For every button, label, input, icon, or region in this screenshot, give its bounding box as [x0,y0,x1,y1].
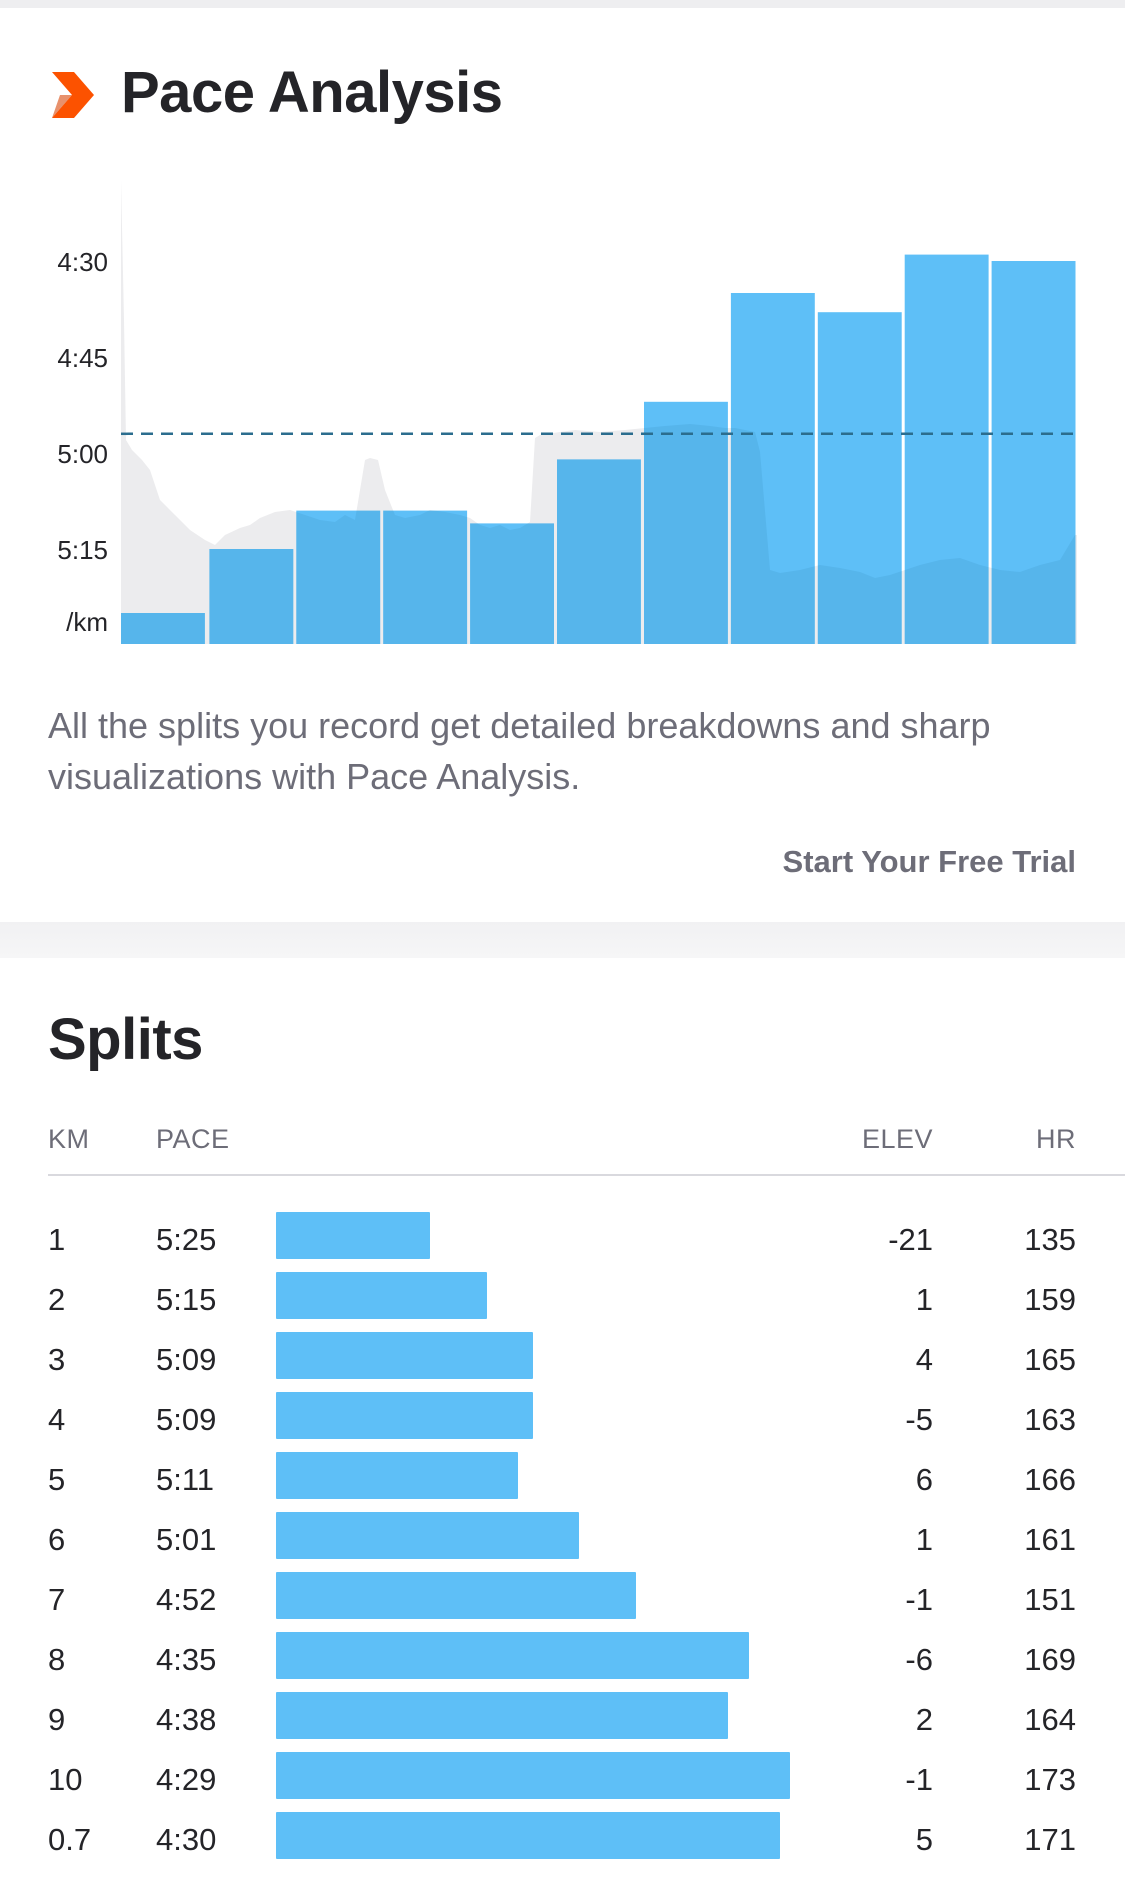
header-pace: PACE [156,1124,230,1154]
split-pace: 4:38 [156,1702,217,1737]
header-elev: ELEV [861,1124,933,1154]
y-tick-label: 4:30 [57,247,108,277]
split-km: 10 [48,1762,83,1797]
split-pace-bar [276,1512,579,1559]
split-hr: 135 [1024,1222,1076,1257]
split-row: 6 5:01 1 161 [0,1512,1125,1572]
split-pace: 4:29 [156,1762,217,1797]
split-km: 0.7 [48,1822,92,1857]
split-km: 6 [48,1522,66,1557]
split-hr: 159 [1024,1282,1076,1317]
split-pace-bar [276,1392,533,1439]
split-km: 7 [48,1582,66,1617]
elevation-profile-overlay [121,254,1076,644]
split-pace: 5:15 [156,1282,217,1317]
header-hr: HR [1036,1124,1076,1154]
split-pace-bar [276,1752,790,1799]
y-tick-label: 5:15 [57,535,108,565]
split-elev: 6 [915,1462,933,1497]
split-km: 2 [48,1282,66,1317]
y-tick-label: 5:00 [57,439,108,469]
split-bars [121,254,1076,644]
split-pace-bar [276,1212,430,1259]
split-pace-bar [276,1572,636,1619]
split-row: 4 5:09 -5 163 [0,1392,1125,1452]
split-pace-bar [276,1272,487,1319]
split-pace: 4:30 [156,1822,217,1857]
split-elev: 4 [915,1342,933,1377]
pace-bar-10 [904,254,989,644]
split-pace: 5:09 [156,1342,217,1377]
split-km: 8 [48,1642,66,1677]
split-pace-bar [276,1812,780,1859]
pace-bar-5 [470,523,554,644]
split-row: 8 4:35 -6 169 [0,1632,1125,1692]
split-row: 5 5:11 6 166 [0,1452,1125,1512]
header-divider [48,1174,1125,1176]
split-elev: -1 [905,1762,933,1797]
bar-overlay [121,254,1076,644]
split-elev: -21 [888,1222,933,1257]
y-axis: 4:30 4:45 5:00 5:15/km [57,247,108,637]
split-row: 2 5:15 1 159 [0,1272,1125,1332]
split-hr: 169 [1024,1642,1076,1677]
split-row: 3 5:09 4 165 [0,1332,1125,1392]
pace-chart: 4:30 4:45 5:00 5:15/km [57,180,1077,644]
split-hr: 151 [1024,1582,1076,1617]
splits-title: Splits [48,1007,203,1072]
split-pace: 4:35 [156,1642,217,1677]
section-separator [0,922,1125,958]
split-pace: 5:11 [156,1462,215,1497]
split-elev: 2 [915,1702,933,1737]
pace-bar-1 [121,613,205,644]
split-km: 1 [48,1222,66,1257]
pace-bar-6 [557,459,641,644]
split-row: 10 4:29 -1 173 [0,1752,1125,1812]
split-pace-bar [276,1692,728,1739]
pace-bar-3 [296,510,381,644]
split-hr: 165 [1024,1342,1076,1377]
split-elev: -5 [905,1402,933,1437]
y-unit-label: /km [66,607,108,637]
split-elev: 1 [915,1522,933,1557]
pace-bar-4 [383,510,468,644]
header-km: KM [48,1124,90,1154]
split-km: 5 [48,1462,66,1497]
split-km: 3 [48,1342,66,1377]
split-elev: 5 [915,1822,933,1857]
pace-bar-7 [644,401,728,644]
top-divider [0,0,1125,8]
start-free-trial-link[interactable]: Start Your Free Trial [782,844,1076,879]
split-pace-bar [276,1332,533,1379]
pace-bar-9 [817,312,902,644]
split-row: 7 4:52 -1 151 [0,1572,1125,1632]
split-pace: 4:52 [156,1582,217,1617]
split-pace: 5:01 [156,1522,217,1557]
split-hr: 173 [1024,1762,1076,1797]
split-row: 0.7 4:30 5 171 [0,1812,1125,1872]
split-hr: 161 [1024,1522,1076,1557]
split-elev: 1 [915,1282,933,1317]
split-pace-bar [276,1452,518,1499]
split-hr: 163 [1024,1402,1076,1437]
split-hr: 166 [1024,1462,1076,1497]
split-elev: -1 [905,1582,933,1617]
split-pace: 5:09 [156,1402,217,1437]
pace-bar-8 [730,293,815,644]
pace-analysis-description: All the splits you record get detailed b… [48,705,991,797]
pace-bar-0.7 [991,261,1076,644]
split-pace: 5:25 [156,1222,217,1257]
split-pace-bar [276,1632,749,1679]
split-elev: -6 [905,1642,933,1677]
split-row: 9 4:38 2 164 [0,1692,1125,1752]
strava-chevron-icon [52,72,94,118]
split-km: 4 [48,1402,66,1437]
split-hr: 164 [1024,1702,1076,1737]
y-tick-label: 4:45 [57,343,108,373]
split-row: 1 5:25 -21 135 [0,1212,1125,1272]
split-hr: 171 [1024,1822,1076,1857]
pace-analysis-title: Pace Analysis [121,60,503,125]
split-km: 9 [48,1702,66,1737]
pace-bar-2 [209,549,294,644]
